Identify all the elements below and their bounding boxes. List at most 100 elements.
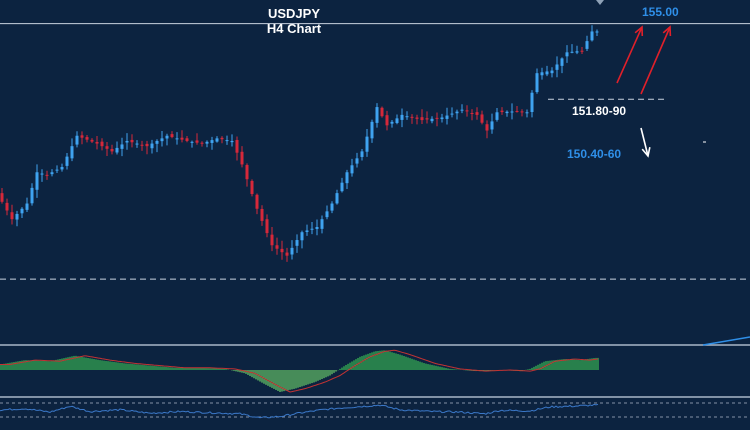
candle [135,140,139,148]
candle [185,136,189,143]
candle [540,67,544,80]
candle [490,113,494,134]
candle [575,45,579,55]
candle [25,197,29,213]
candle [110,144,114,155]
oscillator-histogram [0,336,750,393]
candle [365,129,369,157]
candle [165,133,169,146]
candle [0,188,4,204]
candle [445,107,449,125]
candle [130,134,134,148]
candle [280,240,284,260]
candle [270,227,274,252]
candle [495,108,499,122]
candle [480,110,484,125]
candle [205,140,209,148]
candle [570,44,574,54]
candle [305,224,309,236]
oscillator-signal-line [0,349,599,393]
candle [170,131,174,139]
candle [115,141,119,155]
candle [560,57,564,74]
candle [120,137,124,157]
candle [475,107,479,120]
rsi-line [0,403,599,419]
horizontal-levels [0,23,750,280]
candle [380,106,384,118]
candle [550,67,554,78]
candle [5,198,9,216]
candle [255,193,259,215]
candle [210,136,214,150]
candle [385,110,389,131]
candle [555,56,559,78]
rsi-panel [0,402,750,419]
scroll-marker-icon [596,0,604,5]
candle [220,136,224,144]
candle [505,110,509,117]
candle [295,234,299,253]
candle [565,45,569,63]
candle [30,183,34,206]
candle [240,146,244,168]
candle [215,136,219,143]
candle [415,114,419,125]
candle [250,179,254,197]
candle [535,68,539,94]
candle [430,116,434,124]
arrow-down-icon [640,127,651,158]
candle [485,120,489,139]
price-annotations: 155.00 151.80-90 150.40-60 [567,5,679,161]
arrow-up-2-icon [640,25,672,95]
candle [230,134,234,147]
candle [315,219,319,236]
candle [95,135,99,150]
candle [35,164,39,198]
candle [75,131,79,148]
candle [125,133,129,150]
candle [65,152,69,170]
candle [150,139,154,154]
candle [340,177,344,193]
candle [335,189,339,205]
candle [395,114,399,125]
candle [375,103,379,128]
candle [45,170,49,180]
candle [55,165,59,173]
candle [425,111,429,124]
candle [265,214,269,238]
chart-title: USDJPY [268,6,320,21]
candle [405,111,409,120]
candle [545,65,549,77]
candle [345,169,349,189]
candle [370,119,374,143]
candle [510,103,514,120]
candle [105,141,109,156]
candle [260,205,264,226]
candle [100,138,104,151]
target-150-label: 150.40-60 [567,147,621,161]
candle [465,105,469,117]
target-155-label: 155.00 [642,5,679,19]
candle [245,163,249,187]
candle [60,163,64,172]
candle [320,215,324,234]
candlestick-series [0,25,599,262]
candle [290,240,294,260]
candle [355,152,359,168]
candle [450,107,454,118]
candle [455,109,459,120]
candle [15,210,19,227]
projection-arrows [616,25,672,158]
candle [160,130,164,147]
candle [420,109,424,124]
candle [180,130,184,143]
candle [50,169,54,177]
candle [285,247,289,262]
candle [275,237,279,255]
candle [10,204,14,225]
candle [70,138,74,162]
candle [325,205,329,220]
